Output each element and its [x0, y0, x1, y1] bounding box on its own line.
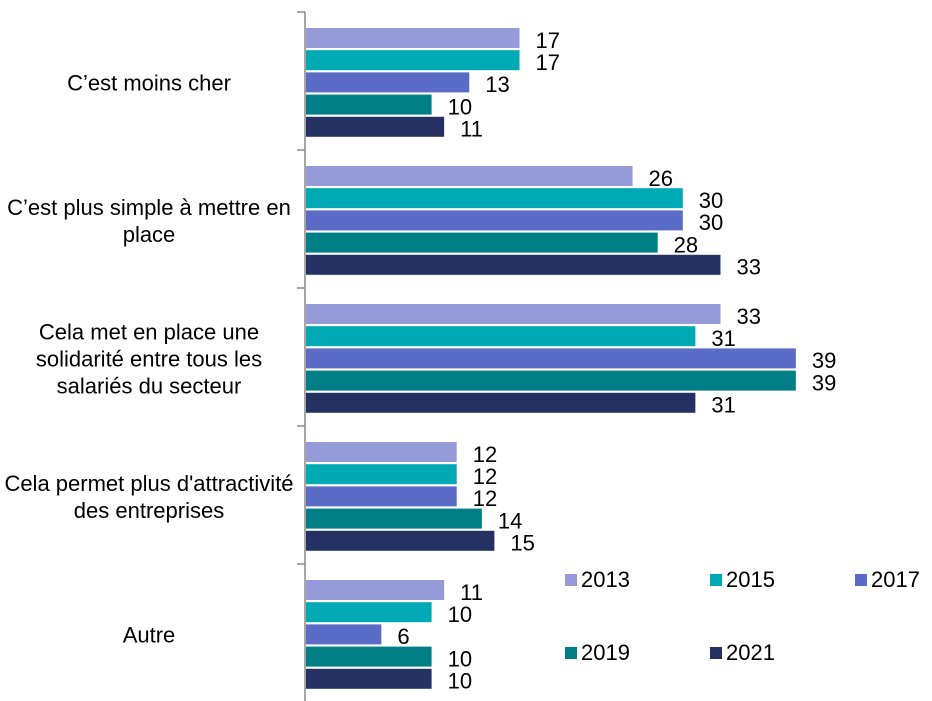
bar	[306, 464, 457, 485]
value-label: 12	[473, 486, 497, 511]
category-label: C’est moins cher	[67, 70, 231, 96]
bar	[306, 116, 445, 137]
value-label: 13	[485, 72, 509, 97]
bar	[306, 28, 520, 48]
category-label: C’est plus simple à mettre en place	[7, 195, 291, 247]
legend-label: 2013	[581, 567, 630, 592]
value-label: 14	[498, 508, 522, 533]
bar	[306, 602, 432, 623]
value-label: 10	[448, 669, 472, 694]
value-label: 39	[812, 370, 836, 395]
value-label: 10	[448, 646, 472, 671]
value-label: 39	[812, 348, 836, 373]
value-label: 33	[736, 304, 760, 329]
bar	[306, 348, 796, 369]
bar	[306, 254, 721, 275]
category-label: Cela met en place une solidarité entre t…	[35, 319, 263, 399]
value-label: 33	[736, 255, 760, 280]
legend-swatch	[565, 647, 577, 659]
bar	[306, 72, 470, 93]
value-label: 30	[699, 210, 723, 235]
value-label: 31	[711, 326, 735, 351]
legend-label: 2019	[581, 640, 630, 665]
bar	[306, 392, 696, 413]
bar	[306, 624, 382, 645]
bar	[306, 370, 796, 391]
value-label: 12	[473, 464, 497, 489]
legend-label: 2017	[871, 567, 920, 592]
bar	[306, 166, 633, 186]
bar	[306, 232, 658, 253]
value-label: 10	[448, 602, 472, 627]
value-label: 10	[448, 94, 472, 119]
bar	[306, 508, 482, 529]
value-label: 31	[711, 393, 735, 418]
bar	[306, 94, 432, 115]
value-label: 17	[536, 50, 560, 75]
legend-label: 2021	[726, 640, 775, 665]
value-label: 12	[473, 442, 497, 467]
legend-label: 2015	[726, 567, 775, 592]
value-label: 6	[397, 624, 409, 649]
value-label: 26	[649, 166, 673, 191]
value-label: 15	[510, 531, 534, 556]
bar	[306, 210, 683, 231]
legend-swatch	[565, 574, 577, 586]
value-label: 11	[460, 580, 483, 605]
bar	[306, 50, 520, 71]
bar	[306, 486, 457, 507]
value-label: 30	[699, 188, 723, 213]
bar	[306, 188, 683, 209]
value-label: 17	[536, 28, 560, 53]
bar	[306, 530, 495, 551]
bar	[306, 304, 721, 324]
legend-swatch	[855, 574, 867, 586]
bar	[306, 580, 445, 600]
value-label: 28	[674, 232, 698, 257]
bar	[306, 442, 457, 462]
bar	[306, 646, 432, 667]
bar	[306, 326, 696, 347]
legend-swatch	[710, 647, 722, 659]
bar	[306, 668, 432, 689]
category-label: Cela permet plus d'attractivité des entr…	[4, 471, 294, 523]
value-label: 11	[460, 117, 483, 142]
category-label: Autre	[122, 622, 176, 648]
legend-swatch	[710, 574, 722, 586]
